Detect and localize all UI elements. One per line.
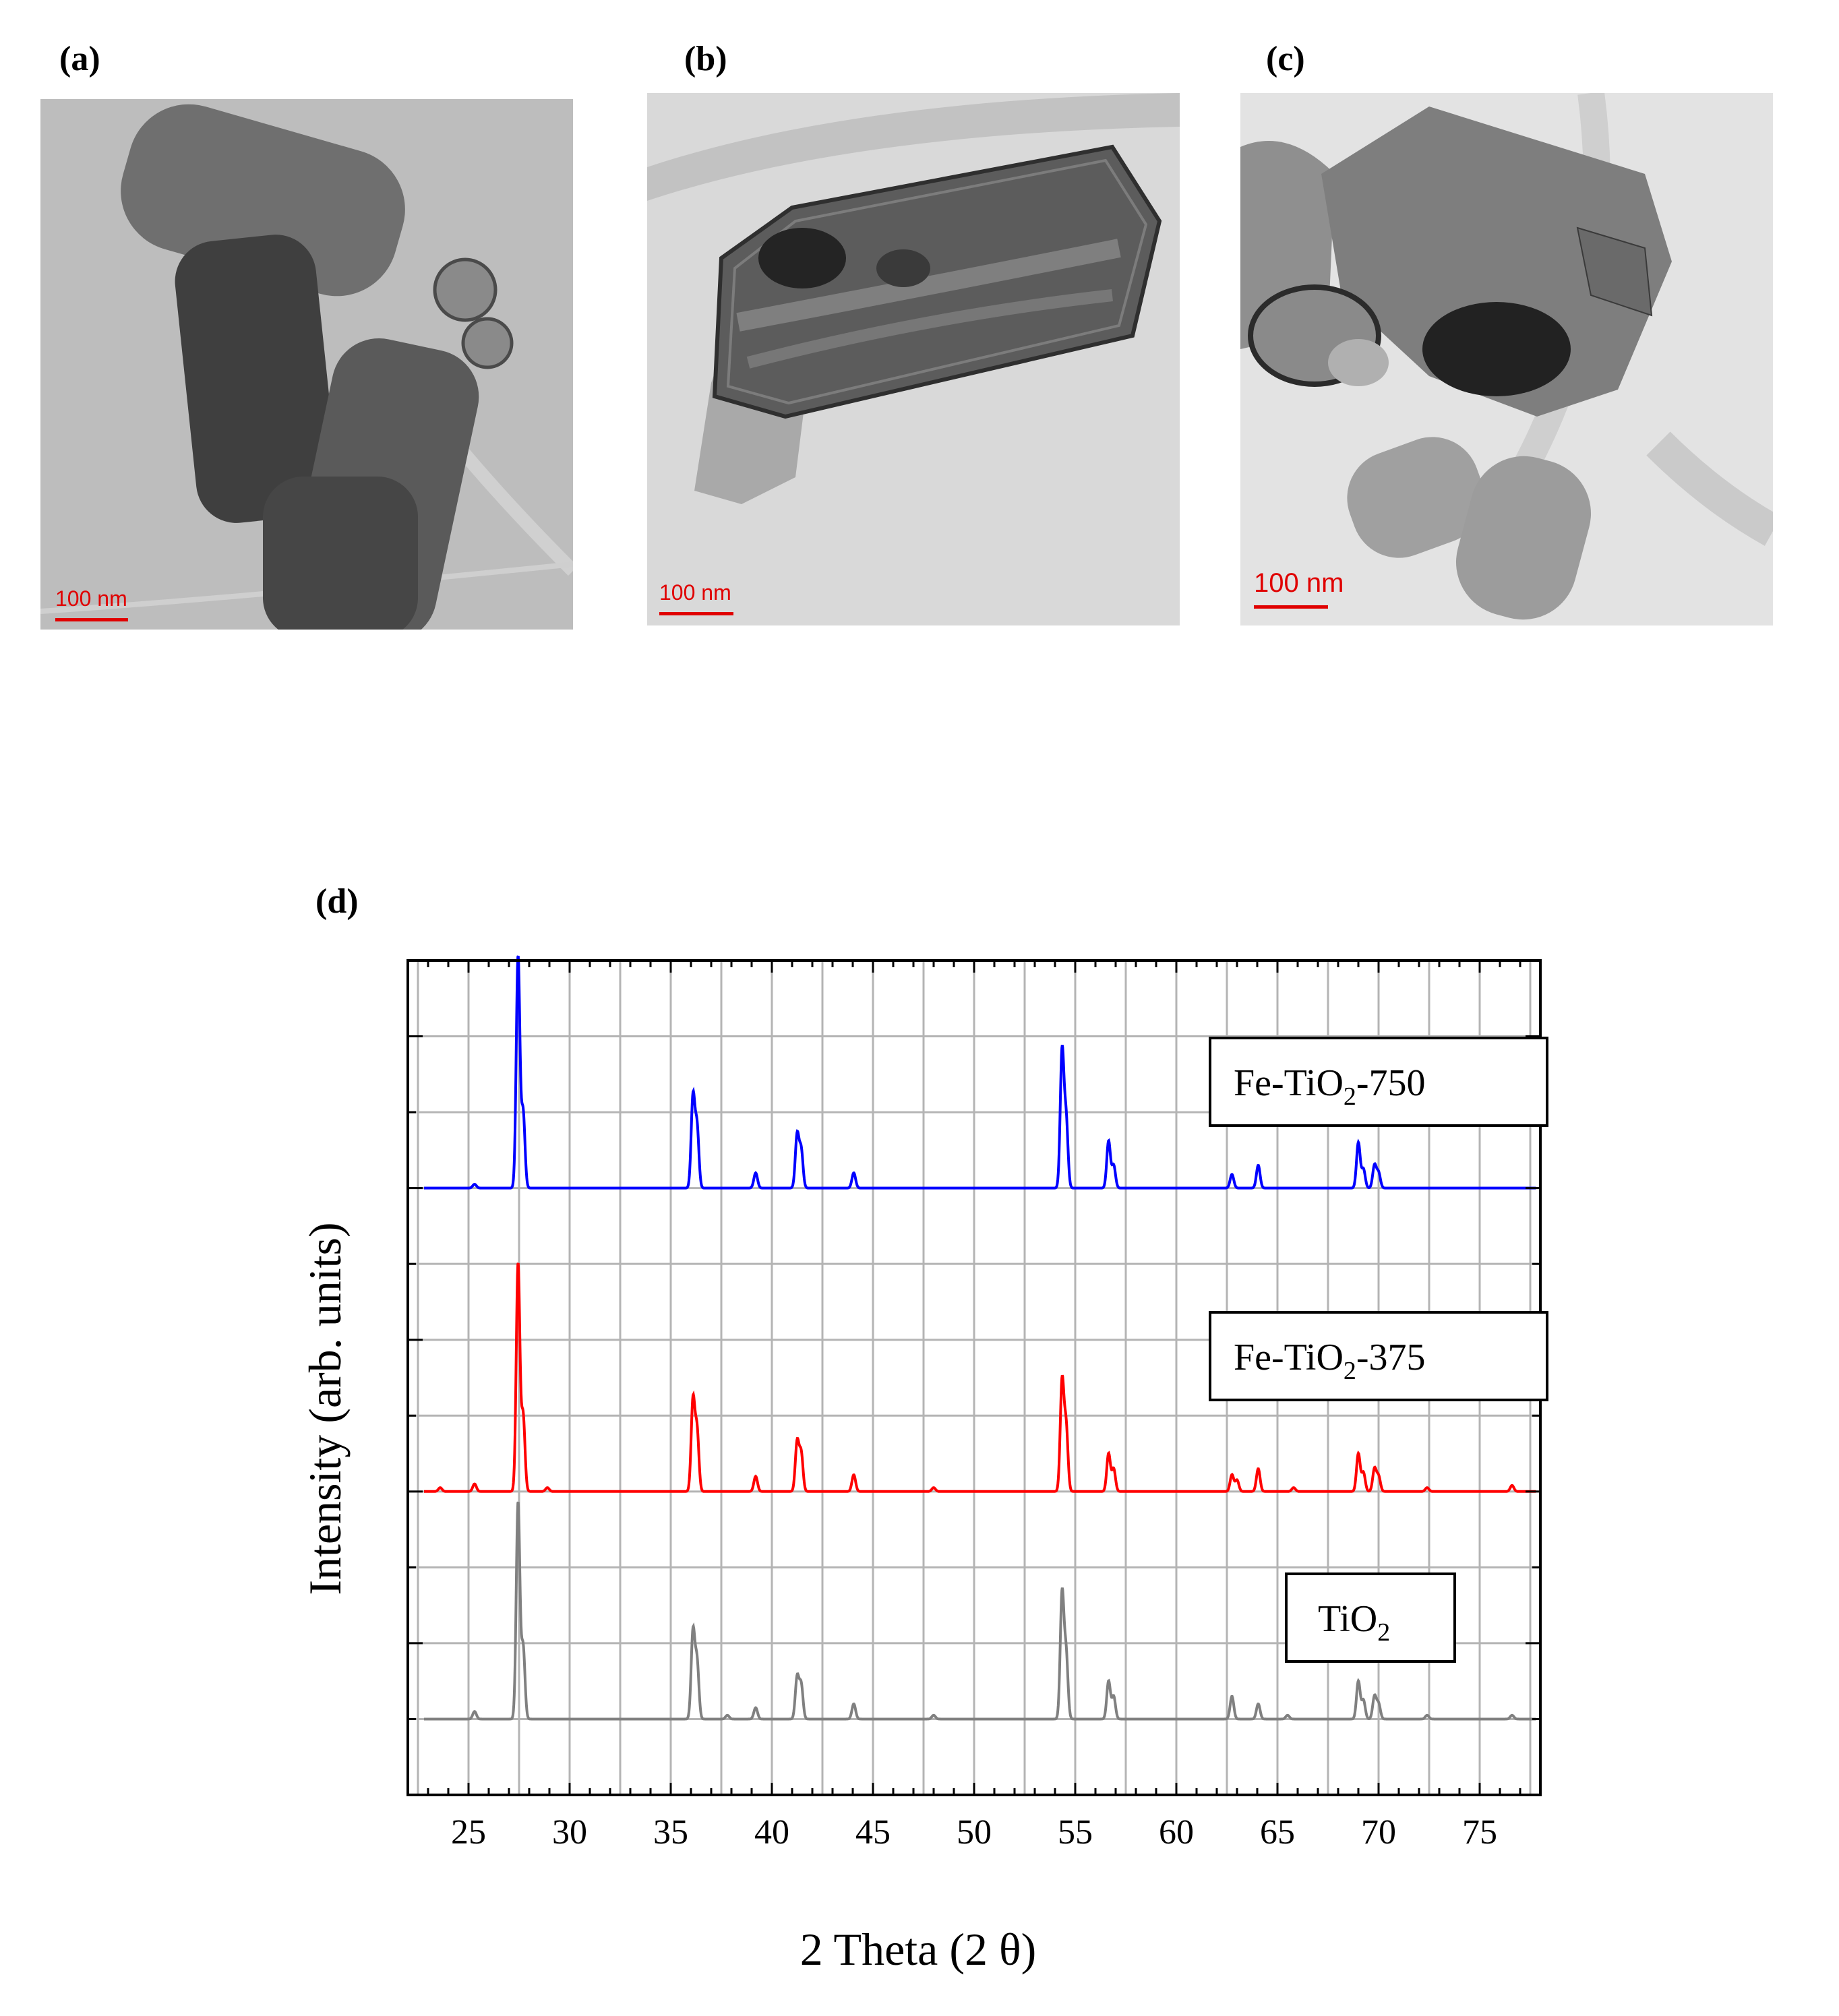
legend-750-tail: -750 — [1356, 1062, 1426, 1104]
series-line-fe-tio2-375 — [424, 1262, 1536, 1493]
x-tick-label: 45 — [855, 1813, 891, 1852]
x-tick-label: 75 — [1462, 1813, 1497, 1852]
y-axis-title: Intensity (arb. units) — [299, 1222, 351, 1595]
legend-tio2-sub: 2 — [1377, 1618, 1390, 1647]
x-tick-label: 35 — [653, 1813, 688, 1852]
tem-image-c: 100 nm — [1240, 93, 1773, 625]
panel-label-d: (d) — [315, 882, 359, 921]
x-tick-label: 50 — [957, 1813, 992, 1852]
scale-bar-label-c: 100 nm — [1254, 568, 1344, 598]
legend-375-tail: -375 — [1356, 1337, 1426, 1378]
legend-375-main: Fe-TiO — [1234, 1337, 1344, 1378]
x-axis-title: 2 Theta (2 θ) — [800, 1924, 1036, 1975]
scale-bar-a — [55, 618, 128, 621]
scale-bar-label-a: 100 nm — [55, 586, 127, 611]
axis-ticks — [408, 960, 1540, 1795]
chart-series — [424, 955, 1536, 1721]
tem-image-a: 100 nm — [40, 99, 573, 630]
legend-fe-tio2-750: Fe-TiO2-750 — [1209, 1037, 1548, 1127]
legend-750-sub: 2 — [1344, 1082, 1356, 1111]
panel-label-a: (a) — [59, 40, 100, 78]
x-tick-label: 30 — [552, 1813, 587, 1852]
x-tick-label: 40 — [754, 1813, 789, 1852]
x-tick-label: 55 — [1058, 1813, 1093, 1852]
svg-text:Fe-TiO2-375: Fe-TiO2-375 — [1234, 1337, 1426, 1385]
x-tick-labels: 25 30 35 40 45 50 55 60 65 70 75 — [451, 1813, 1497, 1852]
legend-375-sub: 2 — [1344, 1357, 1356, 1385]
scale-bar-b — [659, 612, 733, 615]
x-tick-label: 65 — [1260, 1813, 1295, 1852]
legend-tio2-main: TiO — [1318, 1598, 1377, 1640]
panel-label-b: (b) — [684, 40, 727, 78]
x-tick-label: 25 — [451, 1813, 486, 1852]
panel-label-c: (c) — [1266, 40, 1305, 78]
x-tick-label: 70 — [1361, 1813, 1396, 1852]
legend-750-main: Fe-TiO — [1234, 1062, 1344, 1104]
legend-fe-tio2-375: Fe-TiO2-375 — [1209, 1311, 1548, 1401]
svg-text:TiO2: TiO2 — [1318, 1598, 1390, 1647]
scale-bar-c — [1254, 605, 1328, 609]
x-tick-label: 60 — [1159, 1813, 1194, 1852]
scale-bar-label-b: 100 nm — [659, 580, 731, 605]
series-line-tio2 — [424, 1501, 1536, 1721]
legend-tio2: TiO2 — [1285, 1572, 1456, 1663]
tem-image-b: 100 nm — [647, 93, 1180, 625]
svg-text:Fe-TiO2-750: Fe-TiO2-750 — [1234, 1062, 1426, 1111]
series-line-fe-tio2-750 — [424, 955, 1536, 1190]
